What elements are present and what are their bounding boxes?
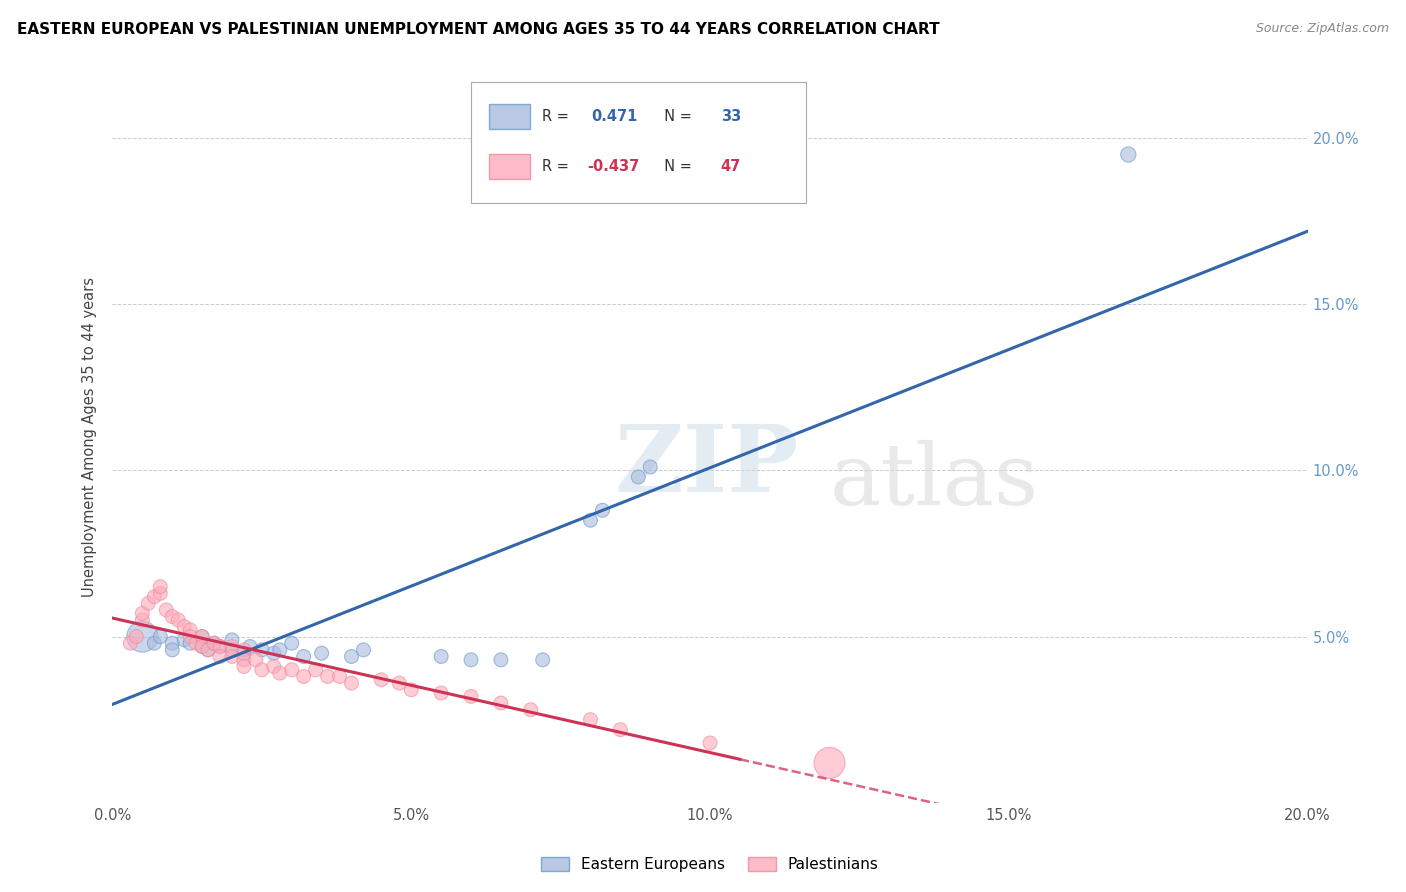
Point bbox=[699, 736, 721, 750]
Point bbox=[162, 636, 183, 650]
Point bbox=[245, 653, 267, 667]
FancyBboxPatch shape bbox=[471, 82, 806, 203]
Point bbox=[250, 663, 273, 677]
Point bbox=[162, 609, 183, 624]
Point bbox=[221, 640, 243, 654]
Point bbox=[340, 649, 363, 664]
Point bbox=[239, 640, 262, 654]
Point bbox=[305, 663, 328, 677]
Point bbox=[233, 659, 256, 673]
Point bbox=[149, 580, 172, 594]
Point bbox=[186, 636, 208, 650]
Point bbox=[202, 636, 225, 650]
Point bbox=[311, 646, 333, 660]
Point bbox=[818, 756, 841, 770]
Point bbox=[143, 590, 166, 604]
Point bbox=[209, 640, 232, 654]
Point bbox=[221, 649, 243, 664]
Point bbox=[191, 630, 214, 644]
Point bbox=[353, 643, 375, 657]
Point bbox=[131, 630, 153, 644]
Point bbox=[149, 630, 172, 644]
Text: N =: N = bbox=[655, 109, 696, 124]
Point bbox=[281, 663, 304, 677]
Point bbox=[149, 586, 172, 600]
Point bbox=[292, 669, 315, 683]
Point bbox=[1118, 147, 1140, 161]
Text: 47: 47 bbox=[721, 159, 741, 174]
Point bbox=[579, 713, 602, 727]
Point bbox=[269, 666, 291, 681]
FancyBboxPatch shape bbox=[489, 154, 530, 179]
Point bbox=[281, 636, 304, 650]
Point bbox=[155, 603, 177, 617]
Point bbox=[329, 669, 352, 683]
Point bbox=[202, 636, 225, 650]
Text: EASTERN EUROPEAN VS PALESTINIAN UNEMPLOYMENT AMONG AGES 35 TO 44 YEARS CORRELATI: EASTERN EUROPEAN VS PALESTINIAN UNEMPLOY… bbox=[17, 22, 939, 37]
Point bbox=[592, 503, 614, 517]
Point bbox=[640, 460, 662, 475]
Legend: Eastern Europeans, Palestinians: Eastern Europeans, Palestinians bbox=[536, 851, 884, 879]
Point bbox=[388, 676, 411, 690]
Point bbox=[197, 643, 219, 657]
Point bbox=[143, 636, 166, 650]
Point bbox=[221, 643, 243, 657]
Point bbox=[179, 630, 201, 644]
Point bbox=[460, 653, 482, 667]
Point bbox=[430, 686, 453, 700]
Point bbox=[120, 636, 142, 650]
Point bbox=[292, 649, 315, 664]
Text: 0.471: 0.471 bbox=[592, 109, 638, 124]
Point bbox=[138, 596, 160, 610]
Point bbox=[263, 659, 285, 673]
Text: R =: R = bbox=[541, 109, 574, 124]
Point bbox=[233, 643, 256, 657]
Point bbox=[125, 630, 148, 644]
Text: -0.437: -0.437 bbox=[586, 159, 640, 174]
Point bbox=[191, 640, 214, 654]
Point bbox=[340, 676, 363, 690]
Text: Source: ZipAtlas.com: Source: ZipAtlas.com bbox=[1256, 22, 1389, 36]
Point bbox=[520, 703, 543, 717]
Point bbox=[263, 646, 285, 660]
Point bbox=[233, 653, 256, 667]
Point bbox=[221, 632, 243, 647]
Point bbox=[460, 690, 482, 704]
Y-axis label: Unemployment Among Ages 35 to 44 years: Unemployment Among Ages 35 to 44 years bbox=[82, 277, 97, 597]
Text: R =: R = bbox=[541, 159, 574, 174]
Point bbox=[316, 669, 339, 683]
Point bbox=[209, 640, 232, 654]
Text: atlas: atlas bbox=[830, 440, 1039, 523]
Point bbox=[430, 649, 453, 664]
Point bbox=[627, 470, 650, 484]
Point bbox=[131, 613, 153, 627]
FancyBboxPatch shape bbox=[489, 104, 530, 129]
Point bbox=[579, 513, 602, 527]
Point bbox=[162, 643, 183, 657]
Point bbox=[191, 640, 214, 654]
Point bbox=[250, 643, 273, 657]
Point bbox=[167, 613, 190, 627]
Point bbox=[197, 643, 219, 657]
Point bbox=[531, 653, 554, 667]
Text: 33: 33 bbox=[721, 109, 741, 124]
Text: N =: N = bbox=[655, 159, 696, 174]
Point bbox=[173, 619, 195, 633]
Point bbox=[173, 632, 195, 647]
Point bbox=[401, 682, 423, 697]
Point bbox=[489, 696, 512, 710]
Point bbox=[179, 636, 201, 650]
Point bbox=[179, 623, 201, 637]
Point bbox=[209, 649, 232, 664]
Point bbox=[609, 723, 631, 737]
Point bbox=[131, 607, 153, 621]
Text: ZIP: ZIP bbox=[614, 421, 799, 511]
Point bbox=[191, 630, 214, 644]
Point bbox=[370, 673, 392, 687]
Point bbox=[233, 646, 256, 660]
Point bbox=[489, 653, 512, 667]
Point bbox=[269, 643, 291, 657]
